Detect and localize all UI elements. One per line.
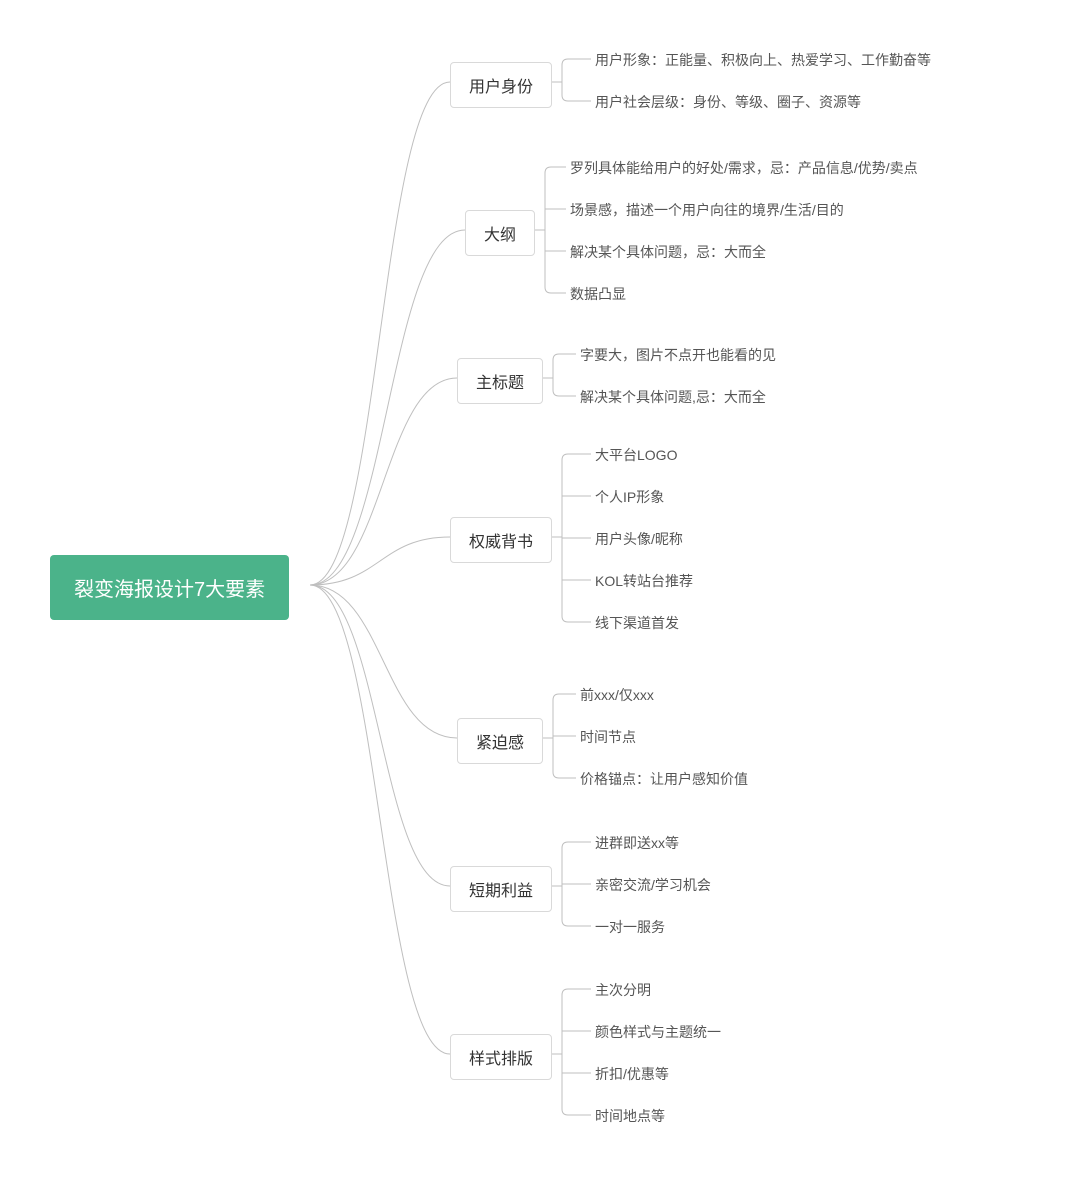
leaf-node: 进群即送xx等 — [595, 833, 679, 853]
leaf-node: 解决某个具体问题，忌：大而全 — [570, 242, 766, 262]
branch-node[interactable]: 用户身份 — [450, 62, 552, 108]
leaf-node: 折扣/优惠等 — [595, 1064, 669, 1084]
leaf-node: 个人IP形象 — [595, 487, 664, 507]
leaf-node: 罗列具体能给用户的好处/需求，忌：产品信息/优势/卖点 — [570, 158, 918, 178]
branch-node[interactable]: 大纲 — [465, 210, 535, 256]
leaf-node: 数据凸显 — [570, 284, 626, 304]
leaf-node: 主次分明 — [595, 980, 651, 1000]
leaf-node: KOL转站台推荐 — [595, 571, 693, 591]
leaf-node: 价格锚点：让用户感知价值 — [580, 769, 748, 789]
branch-node[interactable]: 主标题 — [457, 358, 543, 404]
leaf-node: 前xxx/仅xxx — [580, 685, 654, 705]
leaf-node: 解决某个具体问题,忌：大而全 — [580, 387, 766, 407]
leaf-node: 时间节点 — [580, 727, 636, 747]
leaf-node: 亲密交流/学习机会 — [595, 875, 711, 895]
leaf-node: 时间地点等 — [595, 1106, 665, 1126]
branch-node[interactable]: 样式排版 — [450, 1034, 552, 1080]
leaf-node: 字要大，图片不点开也能看的见 — [580, 345, 776, 365]
leaf-node: 大平台LOGO — [595, 445, 677, 465]
leaf-node: 用户形象：正能量、积极向上、热爱学习、工作勤奋等 — [595, 50, 931, 70]
root-node[interactable]: 裂变海报设计7大要素 — [50, 555, 289, 620]
leaf-node: 用户头像/昵称 — [595, 529, 683, 549]
branch-node[interactable]: 紧迫感 — [457, 718, 543, 764]
branch-node[interactable]: 短期利益 — [450, 866, 552, 912]
leaf-node: 场景感，描述一个用户向往的境界/生活/目的 — [570, 200, 844, 220]
leaf-node: 一对一服务 — [595, 917, 665, 937]
leaf-node: 用户社会层级：身份、等级、圈子、资源等 — [595, 92, 861, 112]
leaf-node: 线下渠道首发 — [595, 613, 679, 633]
branch-node[interactable]: 权威背书 — [450, 517, 552, 563]
leaf-node: 颜色样式与主题统一 — [595, 1022, 721, 1042]
